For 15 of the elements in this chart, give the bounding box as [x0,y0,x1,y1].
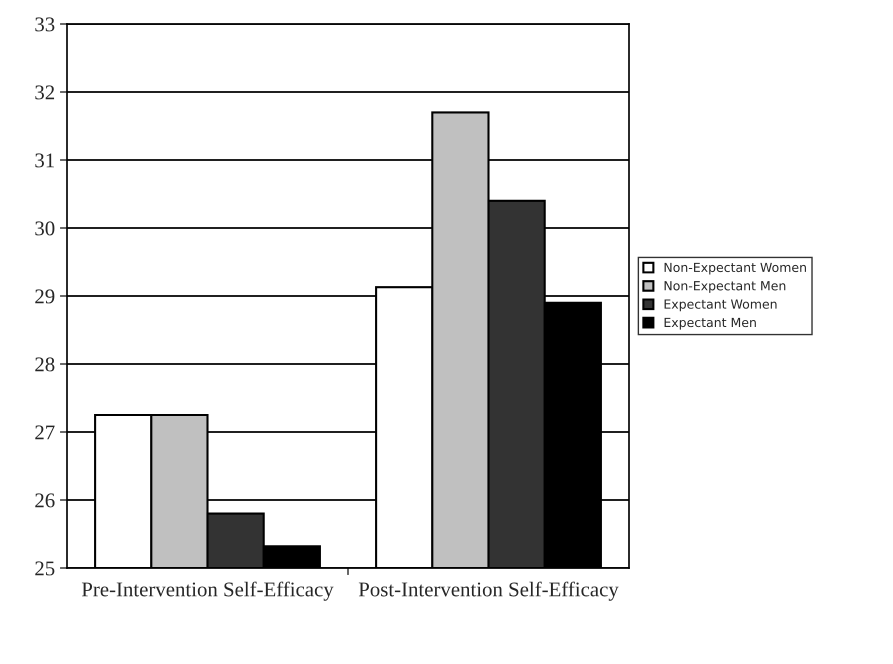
y-tick-label: 29 [35,289,54,304]
legend-label: Expectant Men [664,318,756,330]
y-tick-label: 28 [35,357,54,372]
y-tick-label: 25 [35,561,54,576]
legend-label: Non-Expectant Men [664,281,786,293]
x-tick-label: Pre-Intervention Self-Efficacy [82,582,334,601]
legend-label: Expectant Women [664,300,777,312]
y-tick-label: 30 [35,221,54,236]
y-tick-label: 27 [35,425,55,440]
y-tick-label: 26 [35,493,55,508]
y-tick-label: 32 [35,85,54,100]
y-tick-label: 31 [35,153,54,168]
legend-label: Non-Expectant Women [664,262,806,275]
x-tick-label: Post-Intervention Self-Efficacy [358,582,619,601]
y-tick-label: 33 [35,17,54,32]
